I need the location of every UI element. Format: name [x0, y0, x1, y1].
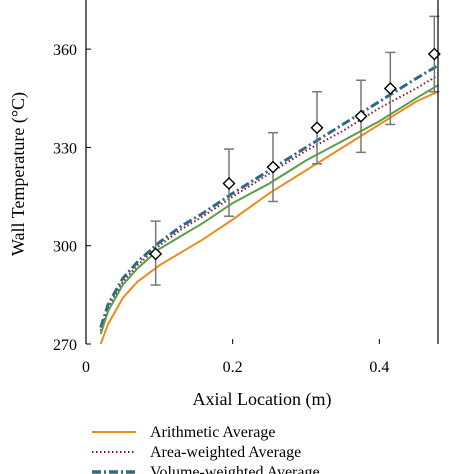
x-axis-label: Axial Location (m) — [193, 389, 332, 410]
legend-label: Arithmetic Average — [150, 424, 275, 441]
series-line-3 — [99, 84, 438, 335]
experimental-point — [266, 160, 280, 174]
legend: Arithmetic Average Area-weighted Average V… — [92, 424, 320, 474]
experimental-point — [149, 247, 163, 261]
y-axis-label: Wall Temperature (°C) — [8, 92, 29, 256]
experimental-point — [222, 176, 236, 190]
y-ticks: 270 300 330 360 — [53, 42, 91, 354]
y-tick-label: 270 — [53, 337, 77, 354]
legend-entry: Area-weighted Average — [92, 444, 301, 461]
plot-series — [99, 64, 438, 344]
experimental-point — [310, 121, 324, 135]
legend-label: Area-weighted Average — [150, 444, 301, 461]
legend-label: Volume-weighted Average — [150, 464, 320, 474]
x-ticks: 0 0.2 0.4 — [82, 339, 389, 376]
legend-entry: Volume-weighted Average — [92, 464, 320, 474]
x-tick-label: 0 — [82, 359, 90, 376]
y-tick-label: 300 — [53, 239, 77, 256]
series-line-2 — [99, 64, 438, 329]
experimental-point — [354, 109, 368, 123]
series-line-0 — [99, 90, 438, 344]
y-tick-label: 360 — [53, 42, 77, 59]
series-line-1 — [99, 74, 438, 332]
experimental-point — [383, 81, 397, 95]
x-tick-label: 0.4 — [369, 359, 389, 376]
x-tick-label: 0.2 — [223, 359, 243, 376]
legend-entry: Arithmetic Average — [92, 424, 275, 441]
y-tick-label: 330 — [53, 140, 77, 157]
